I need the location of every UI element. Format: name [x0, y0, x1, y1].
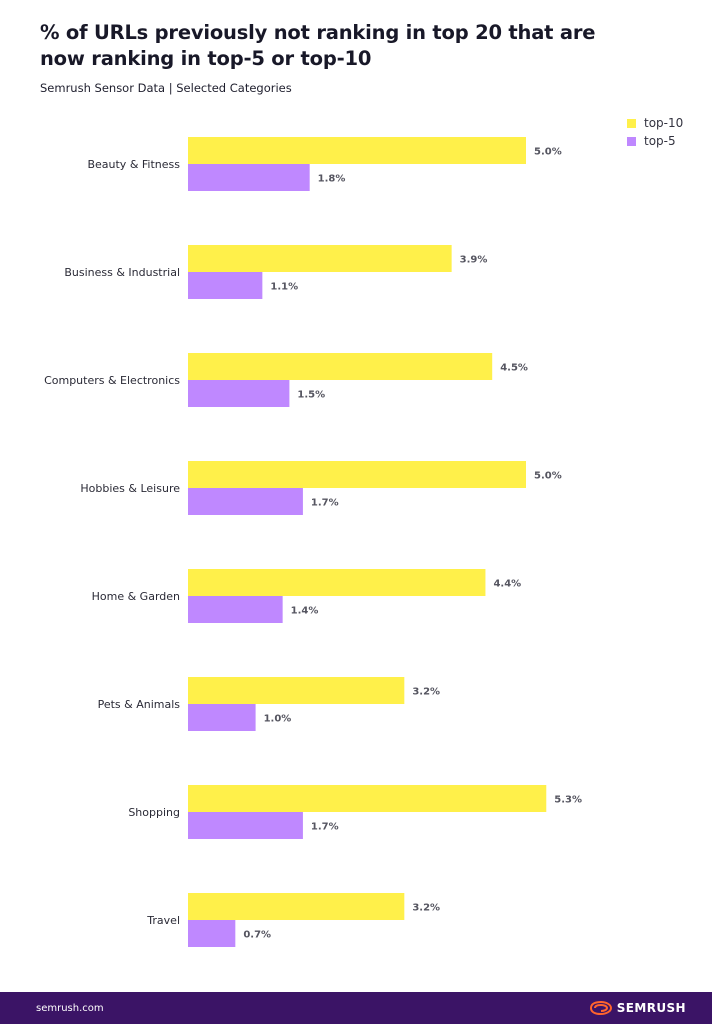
legend-swatch-top-10 [627, 118, 636, 128]
category-label-business-and-industrial: Business & Industrial [64, 266, 180, 279]
chart-subtitle: Semrush Sensor Data | Selected Categorie… [40, 81, 292, 95]
bar-top-5-beauty-and-fitness [188, 164, 310, 191]
footer-brand-name: SEMRUSH [616, 1001, 686, 1015]
category-label-beauty-and-fitness: Beauty & Fitness [87, 158, 180, 171]
value-label-top-10-computers-and-electronics: 4.5% [500, 363, 528, 374]
bar-top-10-computers-and-electronics [188, 353, 493, 380]
value-label-top-10-beauty-and-fitness: 5.0% [534, 147, 562, 158]
value-label-top-10-home-and-garden: 4.4% [493, 579, 521, 590]
bar-top-10-hobbies-and-leisure [188, 461, 526, 488]
value-label-top-10-pets-and-animals: 3.2% [412, 687, 440, 698]
bar-top-10-beauty-and-fitness [188, 137, 526, 164]
value-label-top-5-hobbies-and-leisure: 1.7% [311, 498, 339, 509]
bar-top-5-shopping [188, 812, 303, 839]
bar-top-5-home-and-garden [188, 596, 283, 623]
category-label-shopping: Shopping [128, 806, 180, 819]
footer-url: semrush.com [36, 1002, 104, 1014]
value-label-top-5-business-and-industrial: 1.1% [270, 282, 298, 293]
bar-top-5-travel [188, 920, 236, 947]
value-label-top-5-beauty-and-fitness: 1.8% [318, 174, 346, 185]
bar-top-5-business-and-industrial [188, 272, 263, 299]
legend-item-top-10: top-10 [627, 114, 683, 132]
bar-top-10-shopping [188, 785, 547, 812]
category-label-hobbies-and-leisure: Hobbies & Leisure [80, 482, 180, 495]
bar-top-5-pets-and-animals [188, 704, 256, 731]
bar-top-10-travel [188, 893, 405, 920]
value-label-top-10-travel: 3.2% [412, 903, 440, 914]
bar-top-5-hobbies-and-leisure [188, 488, 303, 515]
value-label-top-5-shopping: 1.7% [311, 822, 339, 833]
bar-chart: Beauty & Fitness 5.0% 1.8% Business & Indus… [44, 137, 582, 947]
legend-label-top-5: top-5 [644, 134, 676, 148]
legend-item-top-5: top-5 [627, 132, 683, 150]
category-label-computers-and-electronics: Computers & Electronics [44, 374, 180, 387]
value-label-top-10-business-and-industrial: 3.9% [460, 255, 488, 266]
value-label-top-10-shopping: 5.3% [554, 795, 582, 806]
bar-top-5-computers-and-electronics [188, 380, 290, 407]
value-label-top-5-pets-and-animals: 1.0% [264, 714, 292, 725]
value-label-top-10-hobbies-and-leisure: 5.0% [534, 471, 562, 482]
bar-top-10-pets-and-animals [188, 677, 405, 704]
value-label-top-5-computers-and-electronics: 1.5% [297, 390, 325, 401]
chart-title: % of URLs previously not ranking in top … [40, 21, 596, 70]
footer-bar: semrush.com SEMRUSH [0, 992, 712, 1024]
bar-top-10-business-and-industrial [188, 245, 452, 272]
value-label-top-5-travel: 0.7% [243, 930, 271, 941]
legend-label-top-10: top-10 [644, 116, 684, 130]
footer-brand: SEMRUSH [589, 1001, 686, 1015]
value-label-top-5-home-and-garden: 1.4% [291, 606, 319, 617]
bar-top-10-home-and-garden [188, 569, 486, 596]
category-label-travel: Travel [146, 914, 180, 927]
category-label-home-and-garden: Home & Garden [92, 590, 180, 603]
chart-legend: top-10 top-5 [627, 114, 683, 150]
legend-swatch-top-5 [627, 136, 636, 146]
semrush-logo-icon [589, 1001, 612, 1015]
category-label-pets-and-animals: Pets & Animals [98, 698, 181, 711]
